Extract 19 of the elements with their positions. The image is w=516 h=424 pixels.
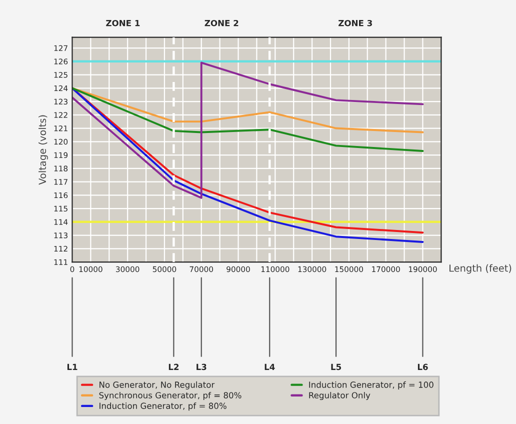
text: ZONE 3 <box>338 20 372 26</box>
x-axis-title: Length (feet) <box>450 264 512 274</box>
y-axis-title: Voltage (volts) <box>38 115 48 185</box>
text: ZONE 1 <box>106 20 140 26</box>
legend-label: Induction Generator, pf = 80% <box>100 402 226 411</box>
line-series <box>72 87 424 152</box>
ref-line-label: L6 <box>418 364 428 370</box>
ref-line-label: L3 <box>196 364 206 370</box>
ref-line-label: L2 <box>168 364 179 370</box>
legend-label: Regulator Only <box>309 392 370 400</box>
ref-line-label: L5 <box>331 364 342 370</box>
line-series <box>72 62 424 199</box>
legend-label: No Generator, No Regulator <box>100 381 215 390</box>
legend-label: Synchronous Generator, pf = 80% <box>99 392 242 400</box>
text: ZONE 2 <box>204 20 238 26</box>
line-series <box>72 87 424 134</box>
legend-label: Induction Generator, pf = 100 <box>309 381 434 390</box>
ref-line-label: L4 <box>264 364 275 370</box>
ref-line-label: L1 <box>67 364 78 370</box>
